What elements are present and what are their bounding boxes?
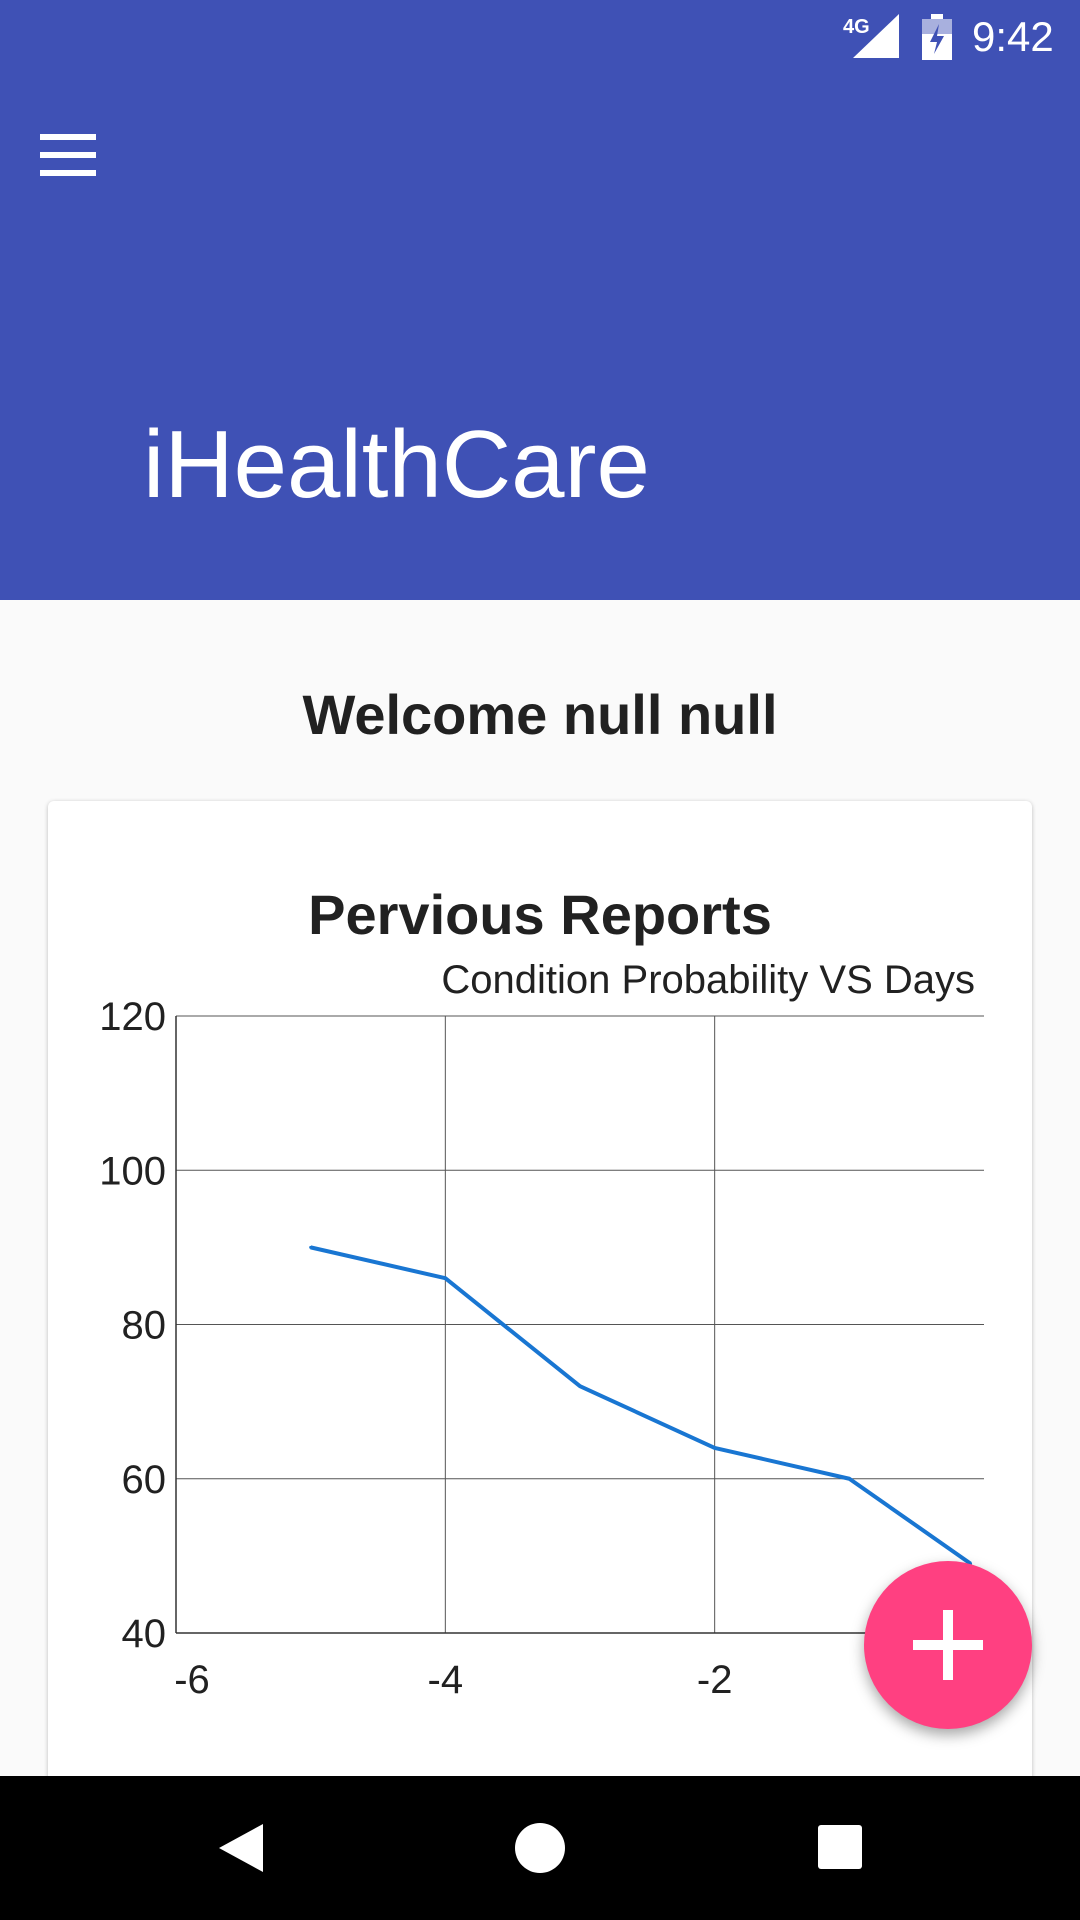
menu-icon-bar [40, 170, 96, 176]
welcome-text: Welcome null null [302, 683, 778, 746]
data-point [847, 1477, 851, 1481]
add-report-button[interactable] [864, 1561, 1032, 1729]
y-tick-label: 100 [99, 1149, 166, 1193]
data-point [443, 1276, 447, 1280]
home-icon[interactable] [515, 1823, 565, 1873]
x-tick-label: -6 [174, 1658, 210, 1702]
status-time: 9:42 [972, 13, 1054, 60]
x-tick-label: -4 [428, 1658, 464, 1702]
data-point [309, 1245, 313, 1249]
y-tick-label: 120 [99, 995, 166, 1039]
hamburger-menu-icon[interactable] [40, 120, 130, 190]
app-title: iHealthCare [143, 411, 650, 518]
app-bar: 4G 9:42 iHealthCare [0, 0, 1080, 600]
status-bar: 4G 9:42 [0, 0, 1080, 75]
data-point [578, 1384, 582, 1388]
menu-icon-bar [40, 152, 96, 158]
y-tick-label: 80 [122, 1304, 167, 1348]
y-tick-label: 40 [122, 1612, 167, 1656]
battery-charging-icon [922, 14, 952, 60]
x-tick-label: -2 [697, 1658, 733, 1702]
data-series-line [310, 1245, 972, 1566]
network-type-label: 4G [843, 16, 870, 38]
chart-subtitle: Condition Probability VS Days [441, 958, 975, 1002]
menu-icon-bar [40, 134, 96, 140]
data-point [713, 1446, 717, 1450]
plus-icon [913, 1610, 983, 1680]
signal-icon [853, 14, 899, 58]
recents-icon[interactable] [818, 1825, 862, 1869]
back-icon[interactable] [215, 1822, 267, 1874]
y-tick-label: 60 [122, 1458, 167, 1502]
chart-title: Pervious Reports [308, 883, 772, 946]
